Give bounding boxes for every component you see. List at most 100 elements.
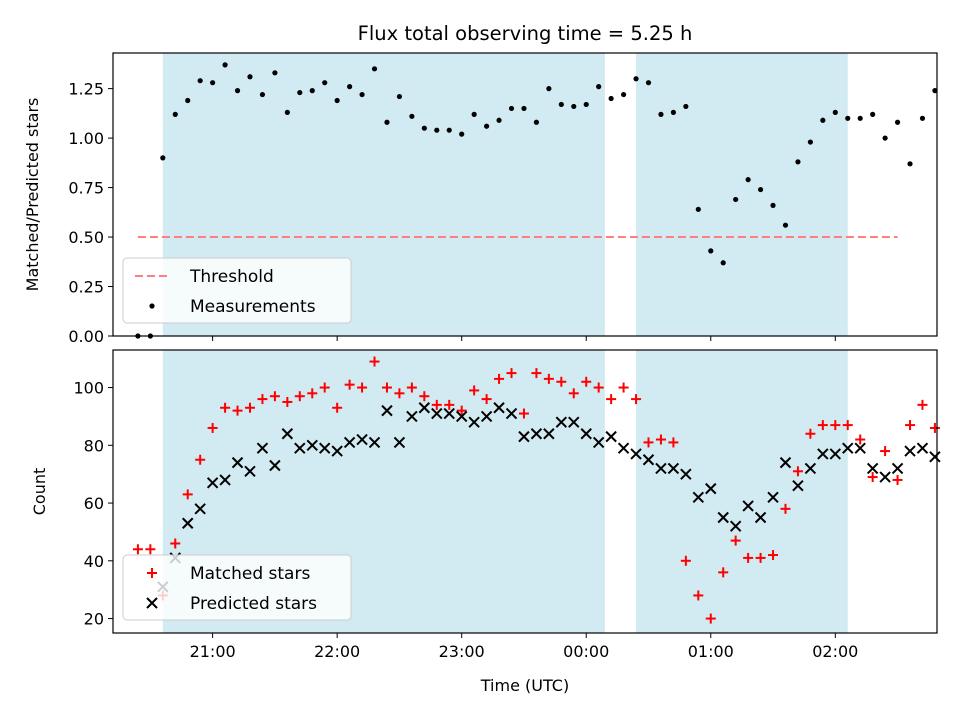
matched-star-marker <box>531 368 542 379</box>
x-stroke-b <box>680 468 692 480</box>
x-tick-label: 22:00 <box>314 642 360 661</box>
predicted-star-marker <box>182 517 194 529</box>
y-tick-label: 0.75 <box>68 179 104 198</box>
matched-star-marker <box>244 402 255 413</box>
matched-star-marker <box>220 402 231 413</box>
matched-star-marker <box>469 385 480 396</box>
matched-star-marker <box>344 379 355 390</box>
x-stroke-b <box>493 402 505 414</box>
measurement-point <box>670 109 677 115</box>
measurement-point <box>459 131 465 137</box>
x-stroke-b <box>555 416 568 428</box>
measurement-point <box>185 97 191 104</box>
matched-star-marker <box>481 394 492 405</box>
predicted-star-marker <box>356 433 368 446</box>
measurement-point <box>795 159 801 165</box>
matched-star-marker <box>855 434 866 445</box>
predicted-star-marker <box>729 520 742 532</box>
x-stroke-b <box>617 442 630 454</box>
x-stroke-b <box>879 471 891 483</box>
matched-star-marker <box>518 408 529 419</box>
matched-star-marker <box>195 454 206 465</box>
legend-box <box>122 257 352 324</box>
matched-star-marker <box>282 396 293 407</box>
count-panel: 20 40 60 80 100 21:00 22:00 23:00 00:00 01:00 02:0… <box>30 349 941 695</box>
matched-star-marker <box>556 376 567 387</box>
x-tick-label: 01:00 <box>688 642 734 661</box>
predicted-star-marker <box>742 500 754 512</box>
y-tick-label: 0.25 <box>68 278 104 297</box>
predicted-star-marker <box>306 439 318 452</box>
matched-star-marker <box>568 388 579 399</box>
x-stroke-b <box>667 462 680 475</box>
predicted-star-marker <box>281 428 294 440</box>
x-stroke-b <box>829 448 842 460</box>
predicted-star-marker <box>480 410 493 423</box>
measurement-point <box>683 103 689 110</box>
measurement-point <box>484 123 490 129</box>
matched-star-marker <box>631 394 642 405</box>
x-stroke-b <box>294 442 306 454</box>
x-stroke-b <box>356 433 368 446</box>
matched-star-marker <box>207 422 218 433</box>
measurement-point <box>857 115 863 121</box>
predicted-star-marker <box>829 448 842 460</box>
matched-star-marker <box>506 368 517 379</box>
x-stroke-b <box>518 430 530 443</box>
matched-star-marker <box>830 420 841 431</box>
matched-star-marker <box>381 382 392 393</box>
predicted-star-marker <box>817 448 829 460</box>
matched-star-marker <box>494 373 505 384</box>
matched-star-marker <box>730 535 741 546</box>
matched-star-marker <box>743 552 754 563</box>
x-stroke-b <box>182 517 194 529</box>
x-stroke-b <box>406 410 418 423</box>
x-stroke-b <box>842 442 854 454</box>
predicted-star-marker <box>866 462 879 475</box>
observing-window-2 <box>636 350 848 633</box>
predicted-star-marker <box>891 462 904 475</box>
measurement-point <box>359 91 365 98</box>
x-tick-label: 02:00 <box>812 642 858 661</box>
measurement-point <box>907 161 913 167</box>
x-stroke-b <box>742 500 754 512</box>
measurement-point <box>733 196 739 203</box>
predicted-star-marker <box>468 416 480 428</box>
matched-star-marker <box>406 382 417 393</box>
predicted-star-marker <box>505 407 518 420</box>
measurement-point <box>210 80 216 86</box>
predicted-star-marker <box>231 456 244 469</box>
matched-star-marker <box>294 391 305 402</box>
predicted-star-marker <box>194 503 206 515</box>
ratio-panel: 0.00 0.25 0.50 0.75 1.00 1.25 Matched/Predicte… <box>23 22 938 346</box>
legend: Threshold Measurements <box>122 257 352 324</box>
measurement-point <box>234 88 241 94</box>
x-stroke-b <box>231 456 244 469</box>
measurement-point <box>334 97 340 104</box>
matched-star-marker <box>182 489 193 500</box>
predicted-star-marker <box>717 511 729 524</box>
predicted-star-marker <box>443 407 455 420</box>
x-stroke-b <box>418 402 431 414</box>
predicted-star-marker <box>319 442 331 454</box>
predicted-star-marker <box>580 428 592 440</box>
matched-star-marker <box>867 472 878 483</box>
measurement-point <box>546 86 552 92</box>
predicted-star-marker <box>605 430 617 443</box>
predicted-star-marker <box>393 436 406 449</box>
predicted-star-marker <box>779 456 792 469</box>
matched-star-marker <box>668 437 679 448</box>
x-tick-label: 00:00 <box>563 642 609 661</box>
predicted-star-marker <box>592 436 605 449</box>
measurement-point <box>919 115 926 121</box>
matched-star-marker <box>319 382 330 393</box>
x-stroke-b <box>817 448 829 460</box>
x-stroke-b <box>568 416 580 428</box>
predicted-star-marker <box>343 436 356 449</box>
predicted-star-marker <box>642 454 655 466</box>
measurement-point <box>608 95 614 102</box>
measurement-point <box>396 93 403 100</box>
legend-box <box>122 554 352 621</box>
predicted-star-marker <box>331 445 343 457</box>
predicted-star-marker <box>294 442 306 454</box>
